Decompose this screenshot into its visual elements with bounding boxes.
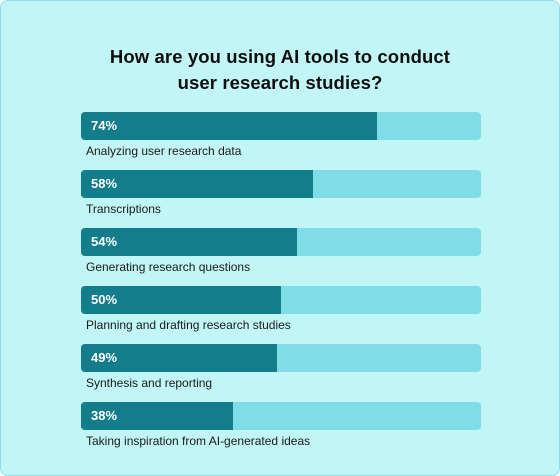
chart-title-line-1: How are you using AI tools to conduct — [109, 46, 451, 67]
bar-value-label: 74% — [91, 118, 118, 133]
bar-track: 54% — [81, 228, 481, 256]
bar-track: 50% — [81, 286, 481, 314]
chart-title-line-2: user research studies? — [177, 72, 383, 93]
bar-category-label: Analyzing user research data — [86, 144, 242, 158]
bar-fill — [81, 112, 377, 140]
bar-track: 49% — [81, 344, 481, 372]
bar-fill — [81, 170, 313, 198]
bar-value-label: 58% — [91, 176, 118, 191]
bar-value-label: 50% — [91, 292, 118, 307]
bar-track: 38% — [81, 402, 481, 430]
bar-value-label: 49% — [91, 350, 118, 365]
chart-title: How are you using AI tools to conduct us… — [1, 44, 559, 96]
bar-category-label: Generating research questions — [86, 260, 251, 274]
bar-category-label: Taking inspiration from AI-generated ide… — [86, 434, 311, 448]
bar-value-label: 54% — [91, 234, 118, 249]
bar-category-label: Transcriptions — [86, 202, 161, 216]
bar-fill — [81, 344, 277, 372]
bar-track: 58% — [81, 170, 481, 198]
bar-fill — [81, 402, 233, 430]
bar-fill — [81, 228, 297, 256]
bar-value-label: 38% — [91, 408, 118, 423]
bar-track: 74% — [81, 112, 481, 140]
bar-category-label: Planning and drafting research studies — [86, 318, 291, 332]
bar-category-label: Synthesis and reporting — [86, 376, 213, 390]
bar-fill — [81, 286, 281, 314]
